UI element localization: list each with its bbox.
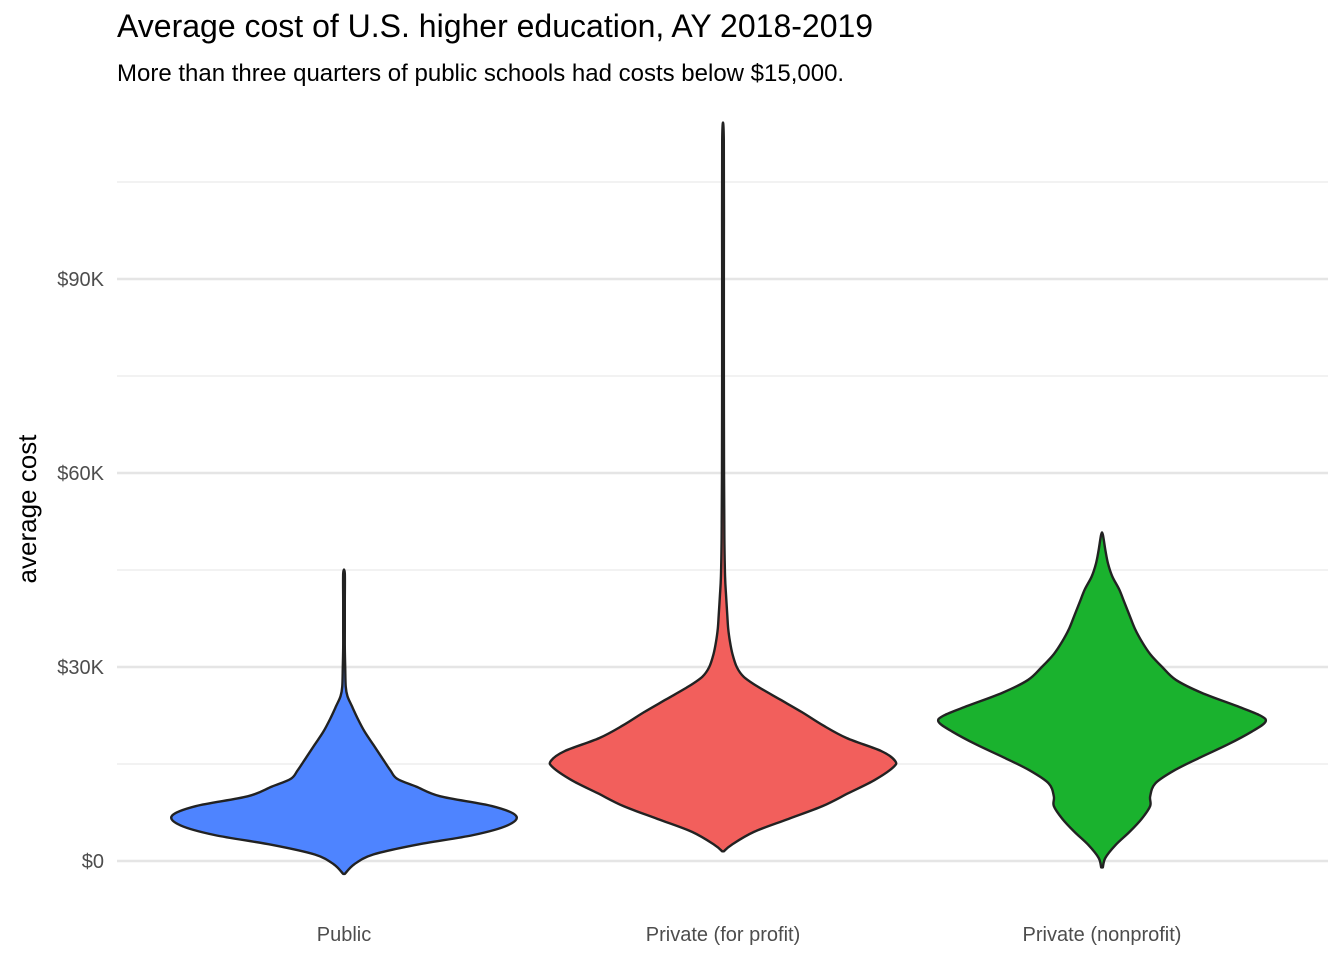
- chart-title: Average cost of U.S. higher education, A…: [117, 8, 874, 44]
- x-axis-ticks: Public Private (for profit) Private (nonpr…: [317, 924, 1182, 946]
- violins: [170, 121, 1268, 876]
- violin-private-nonprofit: [936, 531, 1268, 869]
- chart-subtitle: More than three quarters of public schoo…: [117, 60, 845, 87]
- y-axis-label: average cost: [12, 434, 42, 584]
- violin-private-for-profit: [548, 121, 898, 853]
- y-tick-label: $60K: [57, 463, 104, 485]
- x-tick-label: Private (for profit): [646, 924, 800, 946]
- y-tick-label: $0: [82, 851, 104, 873]
- y-tick-label: $30K: [57, 657, 104, 679]
- y-axis-ticks: $0 $30K $60K $90K: [57, 269, 104, 873]
- y-tick-label: $90K: [57, 269, 104, 291]
- x-tick-label: Public: [317, 924, 371, 946]
- x-tick-label: Private (nonprofit): [1023, 924, 1182, 946]
- violin-public: [170, 568, 518, 876]
